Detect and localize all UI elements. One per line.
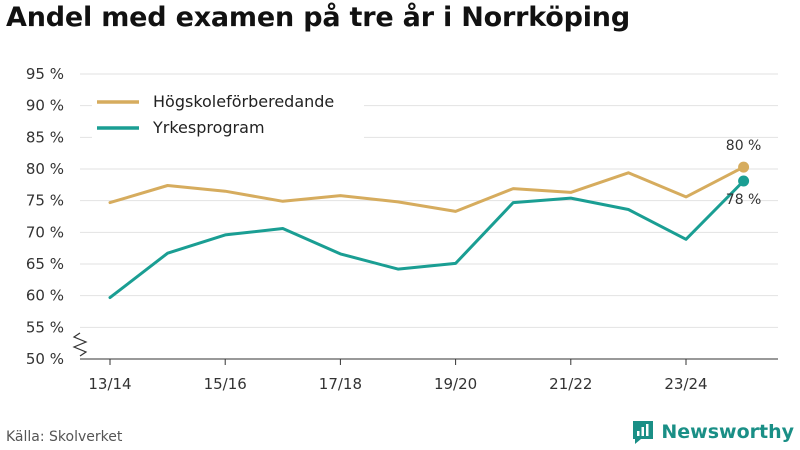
end-value-label: 80 % [726,138,762,154]
data-point [738,161,750,173]
y-tick-label: 80 % [26,160,64,178]
chart-title: Andel med examen på tre år i Norrköping [6,2,630,33]
axis-break-icon [72,332,88,357]
end-value-label: 78 % [726,192,762,208]
series-line-2 [108,179,746,300]
x-tick-label: 23/24 [664,375,707,393]
y-axis-tick-labels: 50 % 55 % 60 % 65 % 70 % 75 % 80 % 85 % 90 % 95 % [26,65,64,368]
y-tick-label: 95 % [26,65,64,83]
legend-label: Högskoleförberedande [153,92,334,111]
legend-label: Yrkesprogram [152,118,265,137]
x-axis [72,332,778,365]
x-tick-label: 15/16 [204,375,247,393]
y-tick-label: 85 % [26,128,64,146]
y-tick-label: 75 % [26,192,64,210]
legend-background [92,84,364,142]
y-tick-label: 50 % [26,350,64,368]
line-chart: 50 % 55 % 60 % 65 % 70 % 75 % 80 % 85 % 90 % 95 %… [26,65,778,393]
brand-name: Newsworthy [661,421,794,443]
newsworthy-logo-icon [633,421,654,444]
series-line-1 [108,165,746,213]
brand-logo[interactable]: Newsworthy [631,419,794,445]
source-note: Källa: Skolverket [6,429,123,445]
y-tick-label: 70 % [26,223,64,241]
x-axis-tick-labels: 13/14 15/16 17/18 19/20 21/22 23/24 [88,375,707,393]
data-point [738,175,750,187]
series-lines: 80 % 78 % [108,138,762,300]
y-tick-label: 55 % [26,318,64,336]
x-tick-label: 21/22 [549,375,592,393]
legend: Högskoleförberedande Yrkesprogram [92,84,364,142]
x-tick-label: 13/14 [88,375,131,393]
y-tick-label: 65 % [26,255,64,273]
x-tick-label: 17/18 [319,375,362,393]
y-tick-label: 60 % [26,287,64,305]
y-tick-label: 90 % [26,97,64,115]
x-tick-label: 19/20 [434,375,477,393]
